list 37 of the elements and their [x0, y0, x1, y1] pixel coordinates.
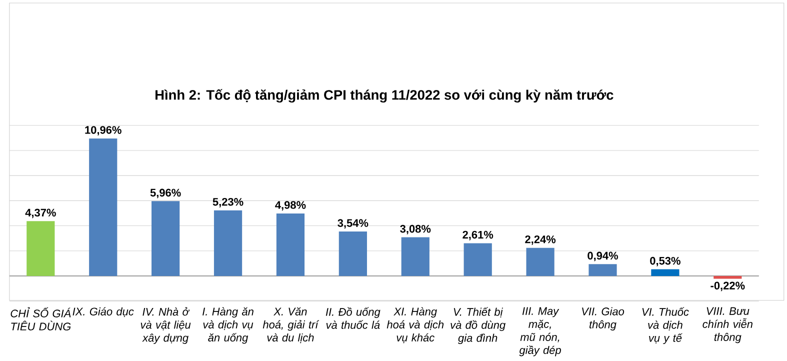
x-tick-label: IV. Nhà ở và vật liệu xây dựng: [140, 307, 191, 344]
bar: [651, 269, 680, 276]
data-label: 4,37%: [25, 208, 56, 218]
bar: [464, 243, 492, 276]
data-label: 4,98%: [275, 201, 306, 211]
data-label: 2,61%: [462, 230, 494, 240]
x-tick-label: VII. Giao thông: [582, 307, 624, 331]
bar: [526, 248, 554, 276]
x-tick-label: IX. Giáo dục: [72, 307, 134, 318]
data-label: 2,24%: [525, 236, 556, 245]
bar: [89, 138, 118, 276]
x-tick-label: XI. Hàng hoá và dịch vụ khác: [386, 307, 444, 344]
data-label: 3,08%: [400, 225, 431, 234]
x-tick-label: III. May mặc, mũ nón, giầy dép: [519, 307, 561, 356]
x-tick-label: I. Hàng ăn và dịch vụ ăn uống: [202, 307, 254, 344]
bar: [152, 201, 180, 276]
x-tick-label: II. Đồ uống và thuốc lá: [326, 307, 380, 329]
x-tick-label: VI. Thuốc và dịch vụ y tế: [642, 307, 689, 344]
bar: [214, 210, 242, 276]
bar: [338, 232, 367, 276]
bar: [714, 276, 742, 279]
x-tick-label: CHỈ SỐ GIÁ TIÊU DÙNG: [10, 307, 71, 331]
data-label: 5,96%: [150, 188, 181, 198]
bar: [588, 264, 617, 276]
data-label: 0,53%: [650, 257, 680, 266]
data-label: -0,22%: [710, 282, 745, 292]
bar: [276, 214, 305, 276]
x-tick-label: V. Thiết bị và đồ dùng gia đình: [450, 307, 506, 344]
x-tick-label: X. Văn hoá, giải trí và du lịch: [262, 307, 320, 344]
data-label: 0,94%: [588, 252, 618, 262]
x-tick-label: VIII. Bưu chính viễn thông: [702, 307, 752, 344]
bar: [401, 237, 430, 276]
data-label: 3,54%: [338, 219, 368, 229]
bar: [26, 221, 55, 276]
data-label: 5,23%: [212, 198, 244, 208]
data-label: 10,96%: [85, 126, 122, 136]
chart-title: Hình 2: Tốc độ tăng/giảm CPI tháng 11/2022 so với cùng kỳ năm trước: [156, 89, 614, 103]
